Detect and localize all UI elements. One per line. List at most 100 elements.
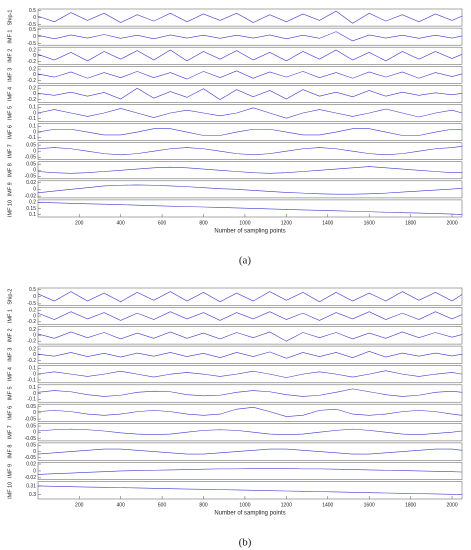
x-tick-label: 1000 — [239, 502, 250, 508]
subplot-frame — [37, 287, 463, 306]
signal-line — [37, 202, 463, 215]
y-axis-label: IMF 7 — [7, 425, 13, 439]
y-axis-label: IMF 10 — [7, 482, 13, 499]
subplot-frame — [37, 462, 463, 480]
y-tick-label: 0 — [33, 129, 36, 135]
signal-line — [37, 448, 463, 455]
y-tick-label: 0.5 — [29, 287, 36, 293]
signal-line — [37, 388, 463, 397]
subplot-frame — [37, 46, 463, 65]
x-tick-label: 1600 — [364, 502, 375, 508]
x-tick-label: 600 — [158, 220, 167, 226]
y-tick-label: -0.2 — [27, 97, 36, 103]
subplot-frame — [37, 8, 463, 27]
y-tick-label: -0.1 — [27, 377, 36, 383]
x-tick-label: 600 — [158, 502, 167, 508]
subplot-frame — [37, 365, 463, 384]
y-tick-label: -0.2 — [27, 59, 36, 65]
y-tick-label: 0 — [33, 468, 36, 474]
y-axis-label: IMF 4 — [7, 367, 13, 381]
y-tick-label: -0.05 — [25, 155, 37, 161]
y-tick-label: 0 — [33, 72, 36, 78]
x-tick-label: 1800 — [405, 502, 416, 508]
y-tick-label: -0.2 — [27, 319, 36, 325]
subplot-frame — [37, 326, 463, 345]
y-tick-label: -0.05 — [25, 436, 37, 442]
signal-line — [37, 370, 463, 378]
signal-line — [37, 31, 463, 42]
y-tick-label: 0 — [33, 430, 36, 436]
y-tick-label: 0.05 — [26, 142, 36, 148]
y-tick-label: -0.02 — [25, 194, 37, 200]
panel-caption: (b) — [239, 537, 252, 549]
y-tick-label: 0.2 — [29, 200, 36, 206]
y-axis-label: IMF 3 — [7, 68, 13, 82]
y-tick-label: 0.1 — [29, 124, 36, 130]
y-tick-label: -0.02 — [25, 475, 37, 481]
y-tick-label: 0.2 — [29, 308, 36, 314]
y-tick-label: 0 — [33, 149, 36, 155]
subplot-frame — [37, 481, 463, 500]
x-tick-label: 200 — [75, 502, 84, 508]
y-tick-label: -0.05 — [25, 455, 37, 461]
x-tick-label: 1200 — [281, 220, 292, 226]
y-axis-label: Ship-2 — [7, 289, 13, 305]
y-tick-label: -0.05 — [25, 416, 37, 422]
y-axis-label: IMF 8 — [7, 445, 13, 459]
y-tick-label: -0.2 — [27, 78, 36, 84]
y-tick-label: 0 — [33, 187, 36, 193]
y-tick-label: -0.5 — [27, 22, 36, 28]
y-axis-label: IMF 9 — [7, 182, 13, 196]
y-tick-label: 0.1 — [29, 385, 36, 391]
x-axis-label: Number of sampling points — [214, 511, 285, 517]
y-tick-label: 0 — [33, 53, 36, 59]
subplot-frame — [37, 180, 463, 199]
y-axis-label: IMF 5 — [7, 106, 13, 120]
subplot-frame — [37, 345, 463, 364]
y-axis-label: IMF 7 — [7, 144, 13, 158]
signal-line — [37, 70, 463, 80]
y-axis-label: IMF 6 — [7, 125, 13, 139]
y-tick-label: 0.02 — [26, 180, 36, 186]
y-tick-label: 0.2 — [29, 86, 36, 92]
y-tick-label: 0 — [33, 15, 36, 21]
y-axis-label: IMF 8 — [7, 163, 13, 177]
signal-line — [37, 184, 463, 195]
y-tick-label: 0.1 — [29, 105, 36, 111]
signal-line — [37, 166, 462, 174]
subplot-frame — [37, 384, 463, 403]
signal-line — [37, 49, 463, 62]
x-tick-label: 1400 — [322, 220, 333, 226]
y-tick-label: 0.5 — [29, 8, 36, 14]
y-tick-label: -0.1 — [27, 116, 36, 122]
y-tick-label: 0 — [33, 410, 36, 416]
y-tick-label: -0.2 — [27, 339, 36, 345]
panel-caption: (a) — [239, 255, 252, 267]
y-tick-label: 0.05 — [26, 423, 36, 429]
signal-line — [37, 128, 463, 136]
subplot-frame — [37, 123, 463, 141]
x-axis-label: Number of sampling points — [214, 229, 285, 235]
y-tick-label: 0.31 — [26, 483, 36, 489]
x-tick-label: 1800 — [405, 220, 416, 226]
y-tick-label: 0 — [33, 294, 36, 300]
signal-line — [37, 87, 463, 100]
signal-line — [37, 468, 463, 475]
y-axis-label: IMF 2 — [7, 49, 13, 63]
y-tick-label: 0 — [33, 371, 36, 377]
y-tick-label: -0.1 — [27, 397, 36, 403]
x-tick-label: 200 — [75, 220, 84, 226]
x-tick-label: 2000 — [446, 220, 457, 226]
x-tick-label: 400 — [116, 220, 125, 226]
signal-line — [37, 428, 463, 436]
y-tick-label: 0.3 — [29, 492, 36, 498]
y-tick-label: 0.2 — [29, 346, 36, 352]
y-axis-label: IMF 6 — [7, 406, 13, 420]
x-tick-label: 1000 — [239, 220, 250, 226]
y-tick-label: -0.2 — [27, 358, 36, 364]
signal-line — [37, 331, 463, 342]
y-axis-label: IMF 2 — [7, 328, 13, 342]
y-axis-label: IMF 9 — [7, 464, 13, 478]
y-tick-label: 0.5 — [29, 27, 36, 33]
